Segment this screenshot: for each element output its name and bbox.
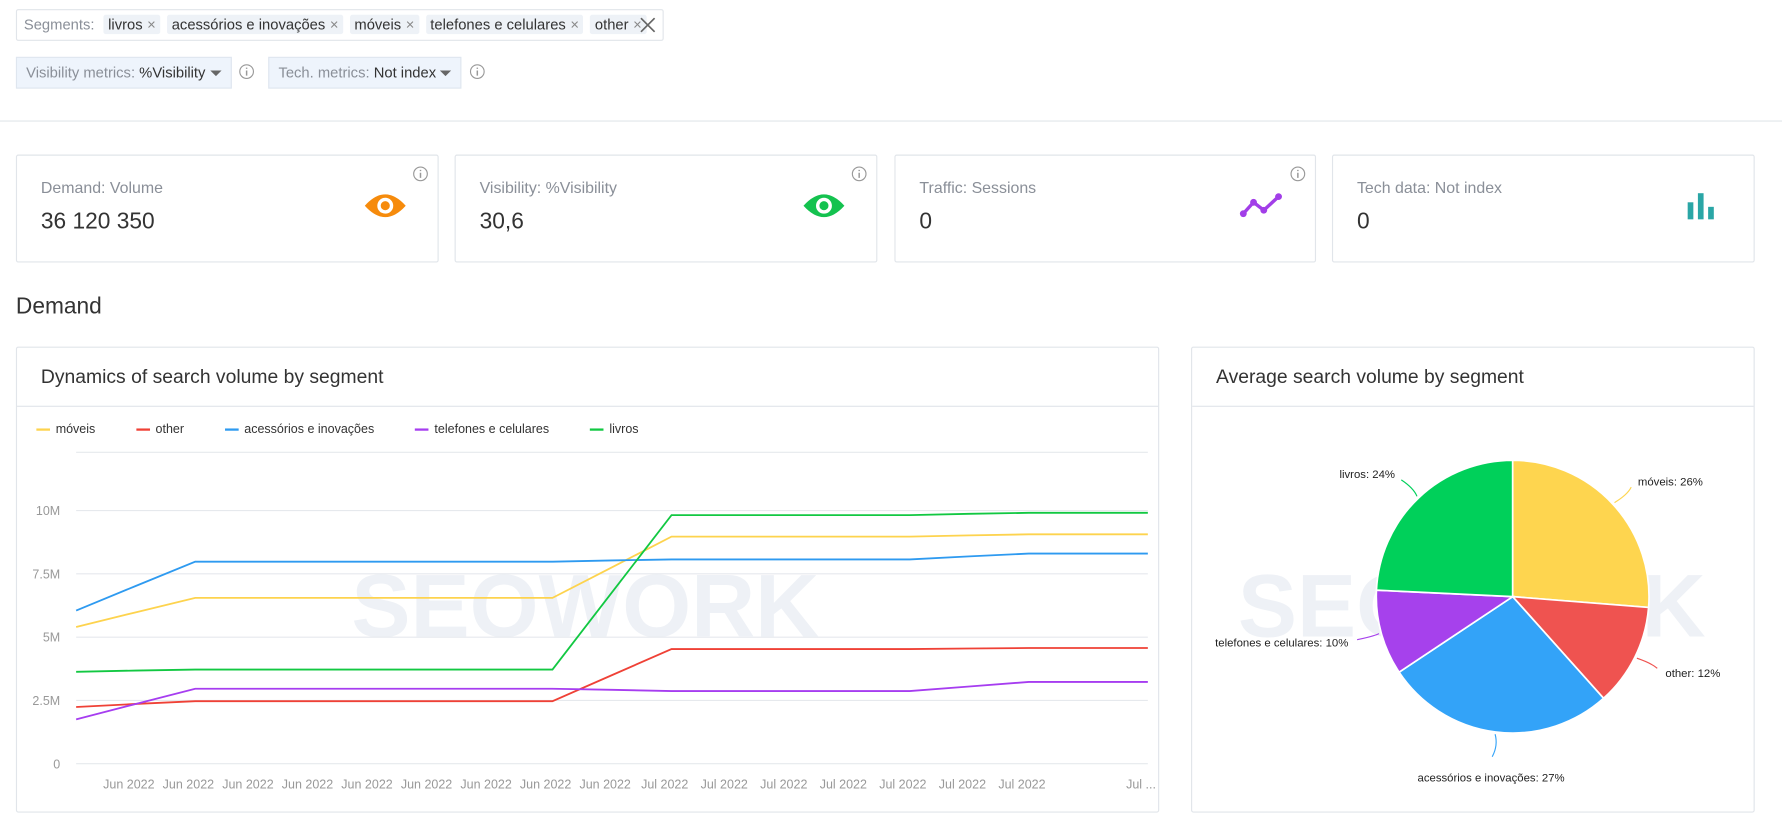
legend-item[interactable]: móveis	[36, 422, 115, 437]
segment-filter[interactable]: Segments: livros × acessórios e inovações × m…	[15, 9, 664, 41]
bars-icon	[1687, 193, 1714, 220]
chips: livros × acessórios e inovações × móveis × tel…	[103, 14, 654, 35]
eye-icon	[803, 194, 845, 218]
divider	[0, 120, 1782, 122]
legend-label: other	[155, 422, 185, 437]
card-value: 36 120 350	[40, 209, 155, 235]
filter-label: Segments:	[23, 15, 95, 33]
caret	[210, 70, 222, 77]
chip-text: telefones e celulares	[430, 15, 566, 33]
legend-label: móveis	[55, 422, 96, 437]
caret	[439, 70, 452, 77]
trend-icon	[1239, 193, 1282, 218]
clear-icon[interactable]	[640, 17, 656, 33]
metric-card: Visibility: %Visibility 30,6	[454, 154, 878, 263]
chip-remove[interactable]: ×	[147, 15, 156, 33]
info-icon[interactable]	[413, 166, 429, 182]
legend-swatch	[415, 428, 429, 431]
divider	[1192, 405, 1754, 407]
legend-swatch	[590, 428, 604, 431]
chart-title: Dynamics of search volume by segment	[40, 365, 384, 388]
legend-item[interactable]: telefones e celulares	[415, 422, 569, 437]
info-icon[interactable]	[469, 64, 485, 80]
line-chart-card: Dynamics of search volume by segment móv…	[15, 346, 1160, 813]
legend-item[interactable]: livros	[590, 422, 659, 437]
info-icon[interactable]	[851, 166, 867, 182]
segment-chip[interactable]: telefones e celulares ×	[425, 14, 584, 35]
info-icon[interactable]	[1290, 166, 1306, 182]
pie-chart-card: Average search volume by segment	[1191, 346, 1755, 813]
legend-label: livros	[609, 422, 639, 437]
chart-title: Average search volume by segment	[1216, 365, 1524, 388]
segment-chip[interactable]: acessórios e inovações ×	[167, 14, 344, 35]
card-value: 0	[1356, 209, 1370, 235]
metric-card: Traffic: Sessions 0	[894, 154, 1317, 263]
metric-card: Tech data: Not index 0	[1331, 154, 1755, 263]
chip-remove[interactable]: ×	[570, 15, 579, 33]
card-title: Visibility: %Visibility	[479, 178, 617, 197]
divider	[17, 405, 1159, 407]
metric-card: Demand: Volume 36 120 350	[15, 154, 439, 263]
dropdown-value: Not index	[373, 63, 437, 81]
dropdown-label: Visibility metrics:	[26, 63, 136, 81]
card-value: 0	[919, 209, 933, 235]
chip-remove[interactable]: ×	[405, 15, 415, 33]
visibility-dropdown[interactable]: Visibility metrics: %Visibility	[15, 56, 232, 89]
segment-chip[interactable]: other ×	[590, 14, 647, 35]
segment-chip[interactable]: livros ×	[103, 14, 161, 35]
legend-label: acessórios e inovações	[244, 422, 375, 437]
card-value: 30,6	[479, 209, 524, 235]
chip-text: móveis	[354, 15, 402, 33]
card-title: Tech data: Not index	[1356, 178, 1503, 197]
chip-remove[interactable]: ×	[633, 15, 642, 33]
chip-text: acessórios e inovações	[171, 15, 326, 33]
segment-chip[interactable]: móveis ×	[349, 14, 419, 35]
legend-label: telefones e celulares	[434, 422, 550, 437]
card-title: Demand: Volume	[40, 178, 163, 197]
legend-swatch	[224, 428, 239, 431]
legend-item[interactable]: acessórios e inovações	[224, 422, 395, 437]
legend: móveis other acessórios e inovações telefon…	[36, 422, 679, 437]
chip-remove[interactable]: ×	[329, 15, 339, 33]
dropdown-label: Tech. metrics:	[278, 63, 370, 81]
legend-item[interactable]: other	[136, 422, 204, 437]
legend-swatch	[136, 428, 150, 431]
info-icon[interactable]	[239, 64, 255, 80]
legend-swatch	[36, 428, 51, 431]
eye-icon	[364, 194, 406, 218]
chip-text: livros	[108, 15, 143, 33]
tech-dropdown[interactable]: Tech. metrics: Not index	[268, 56, 462, 89]
section-title: Demand	[15, 294, 102, 320]
card-title: Traffic: Sessions	[919, 178, 1037, 197]
dropdown-value: %Visibility	[139, 63, 206, 81]
chip-text: other	[594, 15, 629, 33]
